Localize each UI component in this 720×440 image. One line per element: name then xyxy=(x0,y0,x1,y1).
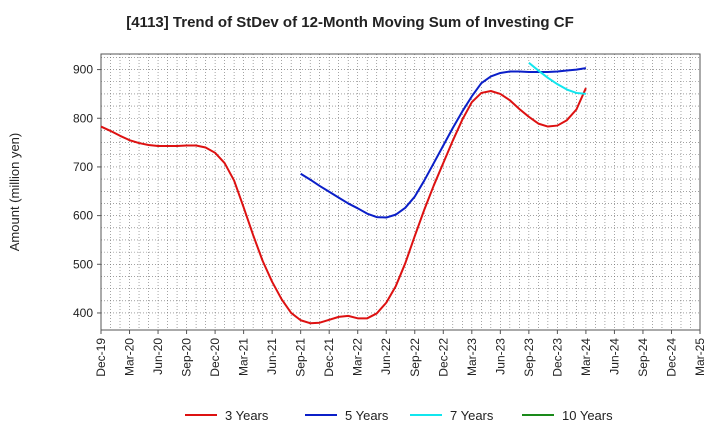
x-tick-label: Mar-22 xyxy=(351,338,365,376)
series-line-7-years xyxy=(528,61,587,95)
x-tick-label: Mar-23 xyxy=(465,338,479,376)
x-tick-label: Sep-20 xyxy=(180,338,194,377)
x-tick-label: Sep-23 xyxy=(522,338,536,377)
x-tick-label: Mar-20 xyxy=(123,338,137,376)
x-tick-label: Sep-22 xyxy=(408,338,422,377)
y-axis-label: Amount (million yen) xyxy=(7,133,22,252)
plot-area xyxy=(100,53,701,331)
x-tick-label: Mar-24 xyxy=(579,338,593,376)
x-tick-label: Dec-21 xyxy=(322,338,336,377)
x-tick-label: Jun-21 xyxy=(265,338,279,375)
x-tick-label: Sep-24 xyxy=(636,338,650,377)
legend-label: 7 Years xyxy=(450,408,494,423)
x-tick-label: Dec-19 xyxy=(94,338,108,377)
x-tick-label: Dec-24 xyxy=(664,338,678,377)
x-tick-label: Mar-25 xyxy=(693,338,707,376)
legend-label: 3 Years xyxy=(225,408,269,423)
series-line-3-years xyxy=(100,87,587,325)
x-tick-label: Sep-21 xyxy=(294,338,308,377)
y-tick-label: 400 xyxy=(73,306,93,320)
x-tick-label: Dec-23 xyxy=(550,338,564,377)
x-tick-label: Dec-20 xyxy=(208,338,222,377)
x-tick-label: Jun-23 xyxy=(493,338,507,375)
y-tick-label: 700 xyxy=(73,160,93,174)
y-tick-label: 900 xyxy=(73,63,93,77)
y-tick-label: 500 xyxy=(73,257,93,271)
x-tick-label: Jun-24 xyxy=(607,338,621,375)
y-tick-label: 600 xyxy=(73,209,93,223)
legend-label: 5 Years xyxy=(345,408,389,423)
legend-label: 10 Years xyxy=(562,408,613,423)
x-tick-label: Jun-20 xyxy=(151,338,165,375)
x-tick-label: Jun-22 xyxy=(379,338,393,375)
chart-title: [4113] Trend of StDev of 12-Month Moving… xyxy=(126,14,574,31)
series-line-5-years xyxy=(300,67,587,219)
x-tick-label: Dec-22 xyxy=(436,338,450,377)
y-tick-label: 800 xyxy=(73,111,93,125)
x-tick-label: Mar-21 xyxy=(237,338,251,376)
